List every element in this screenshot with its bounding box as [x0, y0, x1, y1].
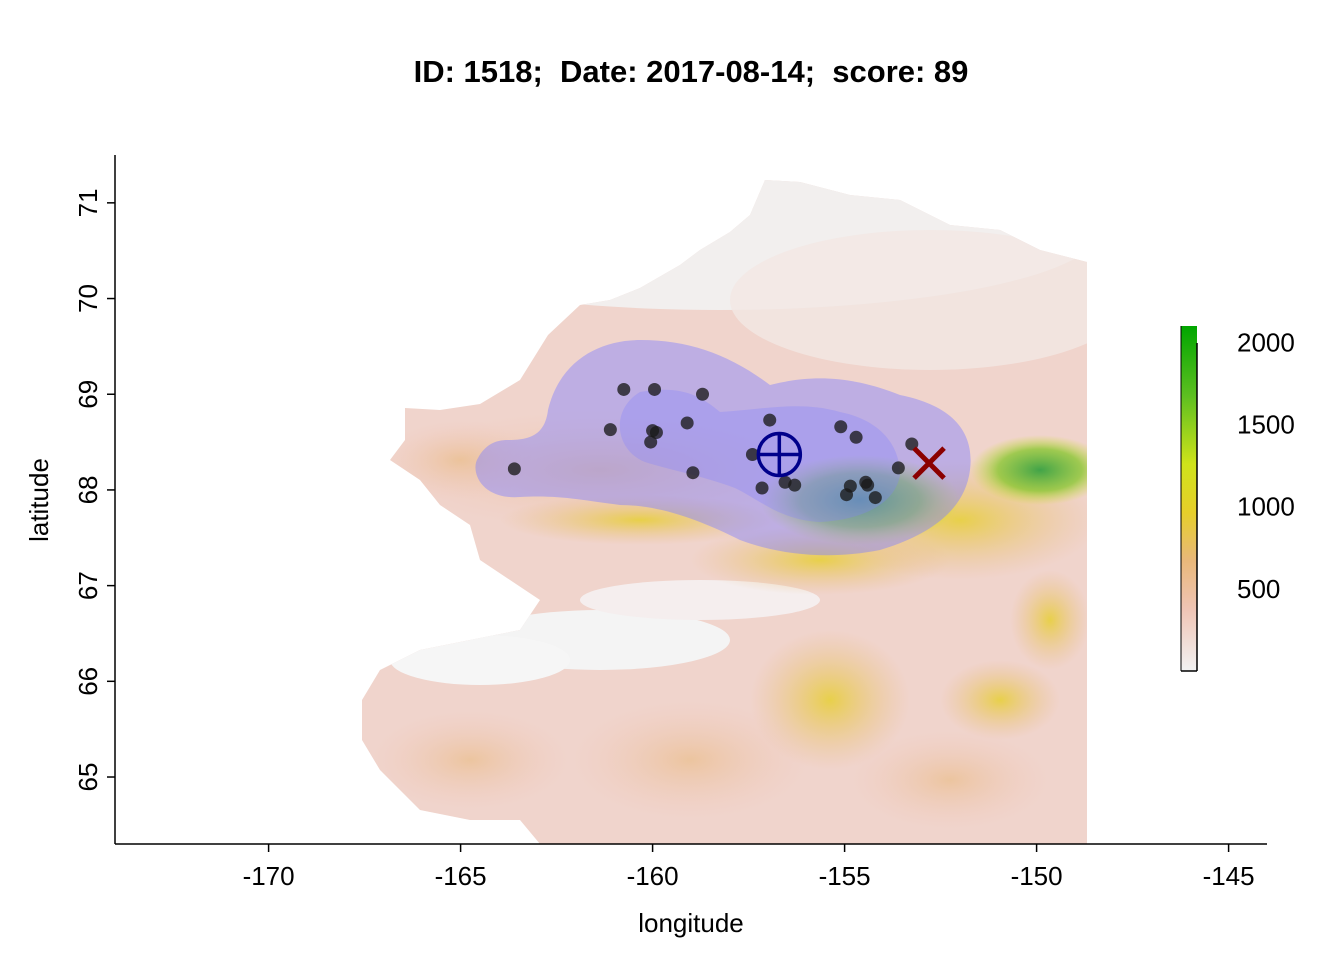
y-ticks: 65 66 67 68 69 70 71: [73, 188, 115, 791]
location-point: [849, 430, 863, 444]
elevation-colorbar: 500 1000 1500 2000: [1180, 326, 1295, 672]
location-point: [840, 488, 854, 502]
colorbar-tick-label: 2000: [1237, 327, 1295, 357]
colorbar-tick-label: 500: [1237, 574, 1280, 604]
x-tick-label: -160: [627, 861, 679, 891]
y-tick-label: 70: [73, 284, 103, 313]
x-marker-stroke: [912, 446, 946, 480]
location-point: [788, 478, 802, 492]
location-point: [603, 423, 617, 437]
location-point: [868, 491, 882, 505]
location-point: [649, 426, 663, 440]
location-point: [617, 382, 631, 396]
location-point: [696, 387, 710, 401]
x-tick-label: -170: [243, 861, 295, 891]
location-point: [507, 462, 521, 476]
points-layer: [507, 382, 919, 505]
location-point: [755, 481, 769, 495]
x-tick-label: -155: [819, 861, 871, 891]
location-point: [648, 382, 662, 396]
y-tick-label: 69: [73, 380, 103, 409]
target-x-marker: [912, 446, 946, 480]
location-point: [644, 435, 658, 449]
y-tick-label: 67: [73, 571, 103, 600]
x-axis-label: longitude: [638, 908, 744, 938]
x-tick-label: -145: [1203, 861, 1255, 891]
x-tick-label: -165: [435, 861, 487, 891]
x-tick-label: -150: [1011, 861, 1063, 891]
location-point: [861, 478, 875, 492]
y-tick-label: 68: [73, 475, 103, 504]
location-point: [686, 466, 700, 480]
colorbar-gradient: [1181, 326, 1197, 671]
location-point: [680, 416, 694, 430]
location-point: [834, 420, 848, 434]
y-axis-label: latitude: [24, 458, 54, 542]
centroid-marker: [756, 431, 803, 478]
location-point: [745, 448, 759, 462]
colorbar-tick-label: 1000: [1237, 492, 1295, 522]
chart-title: ID: 1518; Date: 2017-08-14; score: 89: [413, 54, 969, 89]
location-point: [763, 413, 777, 427]
y-tick-label: 65: [73, 763, 103, 792]
location-point: [891, 461, 905, 475]
y-tick-label: 66: [73, 667, 103, 696]
colorbar-tick-label: 1500: [1237, 410, 1295, 440]
y-tick-label: 71: [73, 188, 103, 217]
markers-layer: [756, 431, 946, 480]
x-ticks: -170 -165 -160 -155 -150 -145: [243, 844, 1255, 891]
home-range-outer: [475, 340, 971, 556]
colorbar-ticks: 500 1000 1500 2000: [1237, 327, 1295, 603]
